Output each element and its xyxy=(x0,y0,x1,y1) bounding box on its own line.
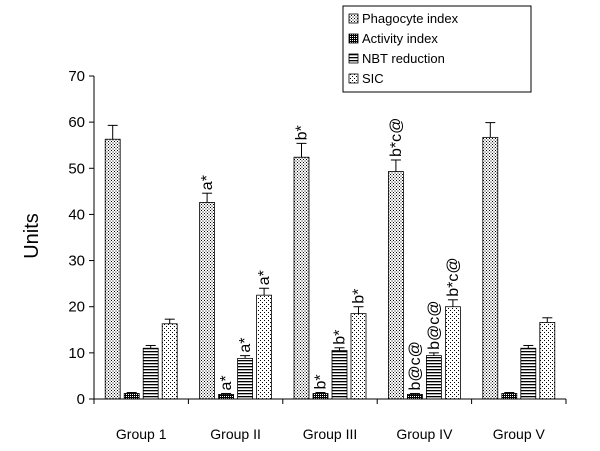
bar xyxy=(520,347,537,400)
bar xyxy=(199,202,216,400)
bar xyxy=(331,350,348,400)
bar xyxy=(218,393,235,400)
significance-label: a* xyxy=(237,338,254,353)
significance-label: b* xyxy=(351,289,368,304)
bar xyxy=(161,323,178,400)
y-tick-label: 10 xyxy=(68,345,85,362)
legend-swatch xyxy=(348,33,359,44)
legend-swatch xyxy=(348,13,359,24)
bar xyxy=(123,393,140,400)
y-axis: 0 10 20 30 40 50 60 70 xyxy=(68,68,95,408)
bar xyxy=(501,393,518,400)
bar xyxy=(387,171,404,400)
bar xyxy=(444,306,461,400)
legend: Phagocyte index Activity index NBT reducti… xyxy=(342,5,532,93)
bar xyxy=(142,347,159,400)
legend-label: Phagocyte index xyxy=(362,11,459,26)
legend-label: Activity index xyxy=(362,31,438,46)
legend-swatch xyxy=(348,53,359,64)
x-tick-label: Group III xyxy=(303,426,357,442)
significance-annotations: a*a*a*a*b*b*b*b*b*c@b@c@b@c@b*c@ xyxy=(199,118,462,391)
significance-label: b@c@ xyxy=(426,300,443,349)
bar xyxy=(350,313,367,400)
significance-label: a* xyxy=(218,375,235,390)
significance-label: b*c@ xyxy=(388,118,405,157)
bar xyxy=(425,355,442,400)
x-tick-label: Group IV xyxy=(396,426,453,442)
x-tick-label: Group II xyxy=(210,426,261,442)
bar xyxy=(539,322,556,400)
y-tick-label: 30 xyxy=(68,253,85,270)
y-tick-label: 20 xyxy=(68,299,85,316)
significance-label: b* xyxy=(332,330,349,345)
bar xyxy=(312,393,329,400)
y-tick-label: 50 xyxy=(68,160,85,177)
bar xyxy=(406,393,423,400)
y-tick-label: 40 xyxy=(68,206,85,223)
bars xyxy=(104,136,556,400)
x-axis: Group 1 Group II Group III Group IV Group V xyxy=(93,398,567,442)
legend-label: SIC xyxy=(362,71,384,86)
error-bars xyxy=(107,122,553,395)
legend-box xyxy=(342,5,532,93)
y-tick-label: 70 xyxy=(68,68,85,85)
significance-label: b* xyxy=(294,125,311,140)
significance-label: a* xyxy=(199,175,216,190)
significance-label: a* xyxy=(256,270,273,285)
significance-label: b*c@ xyxy=(445,257,462,296)
legend-swatch xyxy=(348,73,359,84)
bar xyxy=(237,357,254,400)
significance-label: b* xyxy=(313,374,330,389)
legend-label: NBT reduction xyxy=(362,51,445,66)
y-axis-label: Units xyxy=(21,213,43,259)
bar xyxy=(256,294,273,400)
significance-label: b@c@ xyxy=(407,341,424,390)
y-tick-label: 60 xyxy=(68,114,85,131)
bar xyxy=(293,156,310,400)
x-tick-label: Group V xyxy=(493,426,546,442)
bar xyxy=(482,136,499,400)
bar xyxy=(104,138,121,400)
x-tick-label: Group 1 xyxy=(116,426,167,442)
y-tick-label: 0 xyxy=(77,391,85,408)
